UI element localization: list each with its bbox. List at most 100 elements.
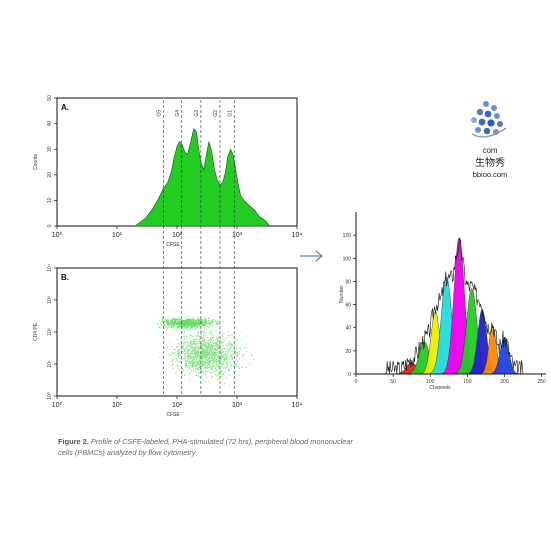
- scatter-point: [164, 319, 166, 321]
- scatter-point: [166, 323, 168, 325]
- scatter-point: [204, 339, 205, 340]
- scatter-point: [211, 342, 213, 344]
- scatter-point: [208, 361, 209, 362]
- scatter-point: [190, 362, 192, 364]
- scatter-point: [198, 352, 199, 354]
- scatter-point: [204, 381, 206, 382]
- scatter-point: [195, 346, 196, 348]
- scatter-point: [238, 375, 240, 377]
- scatter-point: [205, 357, 207, 359]
- scatter-point: [203, 323, 205, 325]
- scatter-point: [203, 367, 205, 368]
- watermark-dots-icon: [471, 101, 507, 138]
- scatter-point: [189, 322, 191, 324]
- scatter-point: [175, 322, 177, 324]
- scatter-point: [205, 345, 206, 346]
- scatter-point: [216, 362, 217, 364]
- scatter-point: [204, 360, 206, 362]
- scatter-point: [195, 320, 197, 322]
- scatter-point: [213, 322, 215, 323]
- scatter-point: [217, 320, 218, 322]
- scatter-point: [184, 326, 185, 328]
- scatter-point: [176, 360, 178, 362]
- scatter-point: [209, 332, 210, 334]
- scatter-point: [237, 339, 239, 341]
- scatter-point: [198, 321, 200, 323]
- scatter-point: [176, 347, 178, 349]
- x-tick-label: 10⁴: [292, 402, 303, 409]
- scatter-point: [161, 321, 163, 323]
- scatter-point: [230, 346, 231, 348]
- scatter-point: [190, 356, 192, 358]
- scatter-point: [179, 365, 181, 366]
- scatter-point: [159, 318, 161, 320]
- scatter-point: [184, 366, 186, 368]
- scatter-point: [188, 321, 189, 323]
- scatter-point: [218, 359, 219, 361]
- scatter-point: [203, 354, 204, 356]
- scatter-point: [194, 348, 195, 350]
- scatter-point: [199, 325, 200, 327]
- scatter-point: [227, 369, 229, 371]
- scatter-point: [186, 322, 188, 324]
- scatter-point: [189, 367, 191, 369]
- scatter-point: [198, 331, 200, 333]
- scatter-point: [208, 357, 210, 359]
- scatter-point: [209, 323, 211, 325]
- scatter-point: [216, 355, 218, 357]
- scatter-point: [202, 323, 204, 325]
- scatter-point: [194, 353, 196, 355]
- scatter-point: [172, 359, 174, 361]
- scatter-point: [189, 356, 191, 358]
- scatter-point: [196, 362, 198, 364]
- scatter-point: [168, 320, 169, 322]
- scatter-point: [212, 320, 214, 322]
- scatter-point: [199, 360, 201, 361]
- scatter-point: [167, 323, 169, 325]
- scatter-point: [221, 357, 223, 358]
- scatter-point: [220, 354, 222, 356]
- scatter-point: [212, 348, 213, 350]
- scatter-point: [214, 320, 216, 322]
- scatter-point: [203, 316, 205, 318]
- scatter-point: [202, 338, 204, 340]
- scatter-point: [176, 365, 178, 367]
- scatter-point: [192, 361, 194, 363]
- scatter-point: [185, 352, 187, 354]
- scatter-point: [175, 320, 177, 322]
- scatter-point: [192, 366, 194, 367]
- scatter-point: [171, 334, 172, 336]
- watermark-logo: com 生物秀 bbioo.com: [471, 101, 507, 179]
- scatter-point: [214, 321, 216, 322]
- scatter-point: [195, 354, 197, 356]
- scatter-point: [188, 378, 190, 380]
- scatter-point: [193, 359, 194, 361]
- scatter-point: [189, 363, 191, 365]
- scatter-point: [183, 336, 185, 338]
- scatter-point: [199, 355, 201, 357]
- scatter-point: [184, 335, 186, 337]
- watermark-line1: com: [482, 146, 497, 155]
- scatter-point: [234, 338, 236, 340]
- scatter-point: [189, 361, 191, 363]
- scatter-point: [175, 324, 177, 326]
- scatter-point: [162, 326, 164, 328]
- scatter-point: [189, 328, 191, 329]
- scatter-point: [192, 341, 194, 343]
- scatter-point: [205, 346, 207, 348]
- scatter-point: [214, 353, 216, 355]
- scatter-point: [204, 368, 206, 370]
- scatter-point: [208, 359, 210, 360]
- panel-a-y-label: Counts: [33, 154, 39, 170]
- scatter-point: [200, 354, 202, 356]
- scatter-point: [225, 356, 227, 357]
- scatter-point: [235, 364, 236, 366]
- scatter-point: [165, 326, 167, 328]
- scatter-point: [205, 367, 207, 369]
- scatter-point: [206, 322, 208, 324]
- scatter-point: [198, 319, 200, 321]
- scatter-point: [217, 346, 219, 348]
- scatter-point: [232, 353, 233, 355]
- scatter-point: [210, 321, 212, 323]
- scatter-point: [178, 354, 180, 356]
